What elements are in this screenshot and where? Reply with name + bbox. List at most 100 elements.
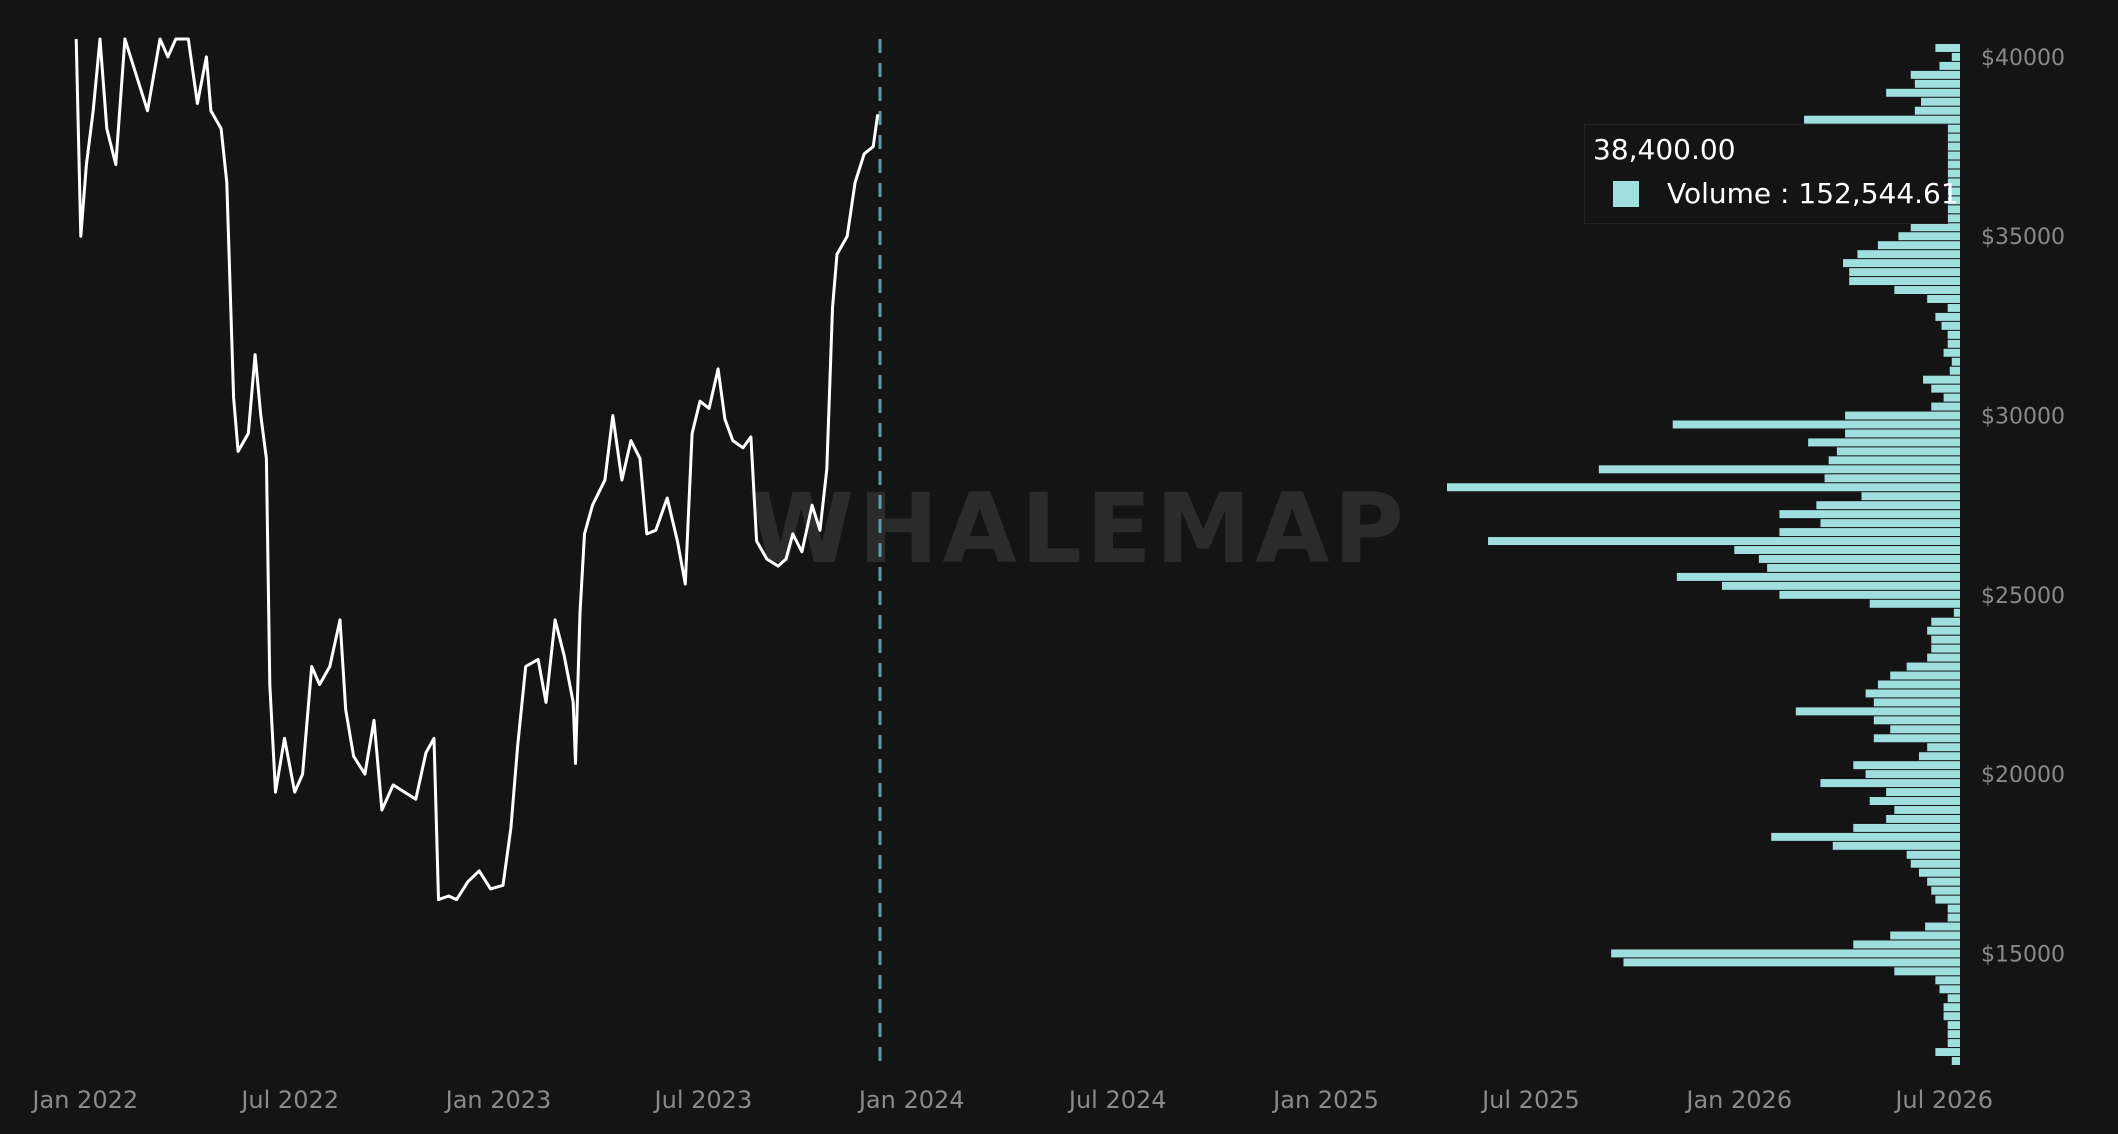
volume-bar[interactable] bbox=[1939, 61, 1960, 70]
volume-bar[interactable] bbox=[1598, 465, 1960, 474]
volume-bar[interactable] bbox=[1873, 698, 1960, 707]
volume-bar[interactable] bbox=[1947, 178, 1960, 187]
volume-bar[interactable] bbox=[1845, 411, 1960, 420]
volume-bar[interactable] bbox=[1865, 689, 1960, 698]
volume-bar[interactable] bbox=[1910, 859, 1960, 868]
volume-bar[interactable] bbox=[1849, 277, 1960, 286]
volume-bar[interactable] bbox=[1947, 1021, 1960, 1030]
volume-bar[interactable] bbox=[1906, 850, 1960, 859]
volume-bar[interactable] bbox=[1947, 303, 1960, 312]
volume-bar[interactable] bbox=[1869, 599, 1960, 608]
volume-bar[interactable] bbox=[1861, 492, 1960, 501]
volume-bar[interactable] bbox=[1771, 832, 1960, 841]
volume-bar[interactable] bbox=[1947, 196, 1960, 205]
volume-bar[interactable] bbox=[1953, 608, 1960, 617]
volume-bar[interactable] bbox=[1869, 797, 1960, 805]
volume-bar[interactable] bbox=[1949, 366, 1960, 375]
volume-bar[interactable] bbox=[1890, 671, 1960, 680]
volume-bar[interactable] bbox=[1906, 662, 1960, 671]
volume-bar[interactable] bbox=[1914, 106, 1960, 115]
volume-bar[interactable] bbox=[1951, 357, 1960, 366]
volume-bar[interactable] bbox=[1947, 205, 1960, 214]
volume-bar[interactable] bbox=[1943, 1012, 1960, 1021]
volume-bar[interactable] bbox=[1845, 429, 1960, 438]
volume-bar[interactable] bbox=[1779, 590, 1960, 599]
volume-bar[interactable] bbox=[1873, 716, 1960, 725]
volume-bar[interactable] bbox=[1820, 779, 1960, 788]
volume-bar[interactable] bbox=[1931, 384, 1960, 393]
volume-bar[interactable] bbox=[1808, 438, 1960, 447]
volume-bar[interactable] bbox=[1939, 124, 1960, 133]
volume-bar[interactable] bbox=[1947, 151, 1960, 160]
volume-bar[interactable] bbox=[1931, 617, 1960, 626]
volume-bar[interactable] bbox=[1935, 976, 1960, 985]
volume-bar[interactable] bbox=[1910, 223, 1960, 232]
volume-bar[interactable] bbox=[1947, 904, 1960, 913]
volume-bar[interactable] bbox=[1894, 806, 1960, 814]
volume-bar[interactable] bbox=[1886, 788, 1960, 797]
volume-bar[interactable] bbox=[1843, 259, 1960, 268]
volume-bar[interactable] bbox=[1623, 958, 1960, 967]
volume-bar[interactable] bbox=[1832, 841, 1960, 850]
volume-bar[interactable] bbox=[1935, 895, 1960, 904]
volume-bar[interactable] bbox=[1939, 985, 1960, 994]
volume-bar[interactable] bbox=[1947, 913, 1960, 922]
price-line[interactable] bbox=[74, 37, 880, 902]
volume-bar[interactable] bbox=[1816, 501, 1960, 510]
volume-bar[interactable] bbox=[1947, 169, 1960, 178]
volume-bar[interactable] bbox=[1925, 922, 1960, 931]
volume-bar[interactable] bbox=[1927, 743, 1960, 752]
volume-bar[interactable] bbox=[1873, 734, 1960, 743]
volume-bar[interactable] bbox=[1927, 626, 1960, 635]
volume-bar[interactable] bbox=[1918, 752, 1960, 761]
volume-bar[interactable] bbox=[1921, 97, 1960, 106]
volume-bar[interactable] bbox=[1927, 877, 1960, 886]
volume-bar[interactable] bbox=[1886, 88, 1960, 97]
volume-bar[interactable] bbox=[1947, 160, 1960, 169]
volume-bar[interactable] bbox=[1849, 268, 1960, 277]
volume-bar[interactable] bbox=[1611, 949, 1960, 958]
volume-bar[interactable] bbox=[1931, 402, 1960, 411]
volume-bar[interactable] bbox=[1836, 447, 1960, 456]
volume-bar[interactable] bbox=[1721, 581, 1960, 590]
volume-bar[interactable] bbox=[1877, 241, 1960, 250]
volume-bar[interactable] bbox=[1943, 1003, 1960, 1012]
volume-bar[interactable] bbox=[1931, 635, 1960, 644]
volume-bar[interactable] bbox=[1734, 546, 1960, 554]
volume-bar[interactable] bbox=[1890, 725, 1960, 734]
volume-bar[interactable] bbox=[1865, 770, 1960, 779]
volume-bar[interactable] bbox=[1767, 563, 1960, 572]
volume-bar[interactable] bbox=[1951, 1057, 1960, 1065]
volume-bar[interactable] bbox=[1943, 348, 1960, 357]
volume-bar[interactable] bbox=[1947, 187, 1960, 196]
volume-bar[interactable] bbox=[1853, 823, 1960, 832]
volume-bar[interactable] bbox=[1804, 115, 1960, 124]
volume-bar[interactable] bbox=[1947, 142, 1960, 151]
volume-bar[interactable] bbox=[1890, 931, 1960, 940]
volume-bar[interactable] bbox=[1853, 761, 1960, 770]
volume-bar[interactable] bbox=[1758, 554, 1960, 563]
volume-bar[interactable] bbox=[1951, 52, 1960, 61]
volume-bar[interactable] bbox=[1935, 312, 1960, 321]
volume-bar[interactable] bbox=[1672, 420, 1960, 429]
volume-bar[interactable] bbox=[1894, 286, 1960, 294]
volume-bar[interactable] bbox=[1927, 653, 1960, 662]
volume-bar[interactable] bbox=[1779, 528, 1960, 537]
volume-bar[interactable] bbox=[1447, 483, 1960, 492]
volume-bar[interactable] bbox=[1947, 1030, 1960, 1039]
volume-bar[interactable] bbox=[1877, 680, 1960, 689]
volume-bar[interactable] bbox=[1853, 940, 1960, 949]
volume-bar[interactable] bbox=[1824, 474, 1960, 483]
volume-bar[interactable] bbox=[1918, 868, 1960, 877]
volume-bar[interactable] bbox=[1894, 967, 1960, 976]
volume-bar[interactable] bbox=[1941, 321, 1960, 330]
volume-bar[interactable] bbox=[1857, 250, 1960, 259]
volume-bar[interactable] bbox=[1931, 886, 1960, 895]
volume-bar[interactable] bbox=[1927, 295, 1960, 303]
volume-bar[interactable] bbox=[1914, 79, 1960, 88]
volume-bar[interactable] bbox=[1898, 232, 1960, 241]
volume-bar[interactable] bbox=[1947, 339, 1960, 348]
volume-bar[interactable] bbox=[1947, 214, 1960, 223]
volume-bar[interactable] bbox=[1935, 1048, 1960, 1057]
volume-bar[interactable] bbox=[1488, 537, 1960, 546]
